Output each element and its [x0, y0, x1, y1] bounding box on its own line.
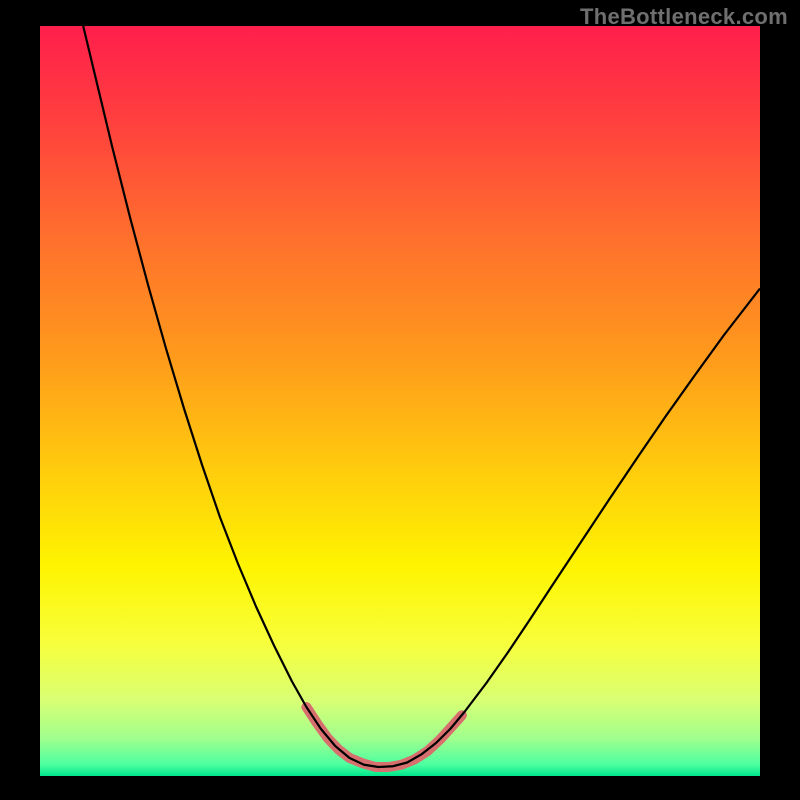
plot-svg	[40, 26, 760, 776]
plot-area	[40, 26, 760, 776]
watermark-text: TheBottleneck.com	[580, 4, 788, 30]
plot-background	[40, 26, 760, 776]
chart-container: TheBottleneck.com	[0, 0, 800, 800]
